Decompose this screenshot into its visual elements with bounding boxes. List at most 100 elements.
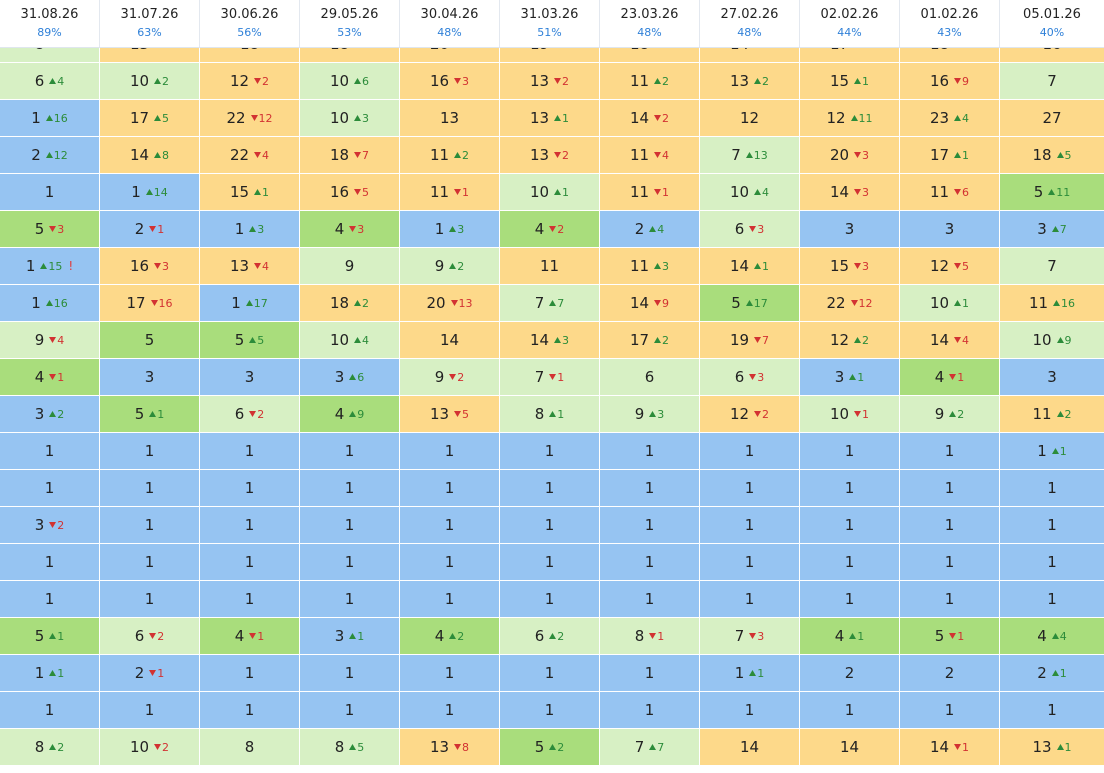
position-cell[interactable]: 3 (200, 359, 300, 396)
position-cell[interactable]: 13 4 (200, 248, 300, 285)
position-cell[interactable]: 18 5 (1000, 137, 1104, 174)
position-cell[interactable]: 16 9 (900, 63, 1000, 100)
position-cell[interactable]: 12 11 (800, 100, 900, 137)
position-cell[interactable]: 1 (500, 507, 600, 544)
position-cell[interactable]: 10 1 (800, 396, 900, 433)
position-cell[interactable]: 10 2 (100, 729, 200, 766)
position-cell[interactable]: 7 (1000, 63, 1104, 100)
position-cell[interactable]: 1 (900, 544, 1000, 581)
position-cell[interactable]: 5 (100, 322, 200, 359)
position-cell[interactable]: 1 (400, 470, 500, 507)
position-cell[interactable]: 1 (200, 433, 300, 470)
column-header[interactable]: 30.06.26 56% (200, 0, 300, 47)
position-cell[interactable]: 1 (700, 433, 800, 470)
position-cell[interactable]: 20 13 (400, 285, 500, 322)
position-cell[interactable]: 1 (800, 433, 900, 470)
position-cell[interactable]: 5 11 (1000, 174, 1104, 211)
position-cell[interactable]: 1 (900, 692, 1000, 729)
position-cell[interactable]: 1 (100, 507, 200, 544)
position-cell[interactable]: 2 (800, 655, 900, 692)
position-cell[interactable]: 1 (600, 655, 700, 692)
position-cell[interactable]: 1 (1000, 544, 1104, 581)
position-cell[interactable]: 12 2 (800, 322, 900, 359)
position-cell[interactable]: 1 (300, 655, 400, 692)
position-cell[interactable]: 16 5 (300, 174, 400, 211)
position-cell[interactable]: 2 (900, 655, 1000, 692)
position-cell[interactable]: 12 (700, 100, 800, 137)
position-cell[interactable]: 6 (600, 359, 700, 396)
position-cell[interactable]: 10 1 (500, 174, 600, 211)
position-cell[interactable]: 1 17 (200, 285, 300, 322)
position-cell[interactable]: 1 (600, 433, 700, 470)
position-cell[interactable]: 1 16 (0, 285, 100, 322)
position-cell[interactable]: 10 6 (300, 63, 400, 100)
position-cell[interactable]: 1 (500, 655, 600, 692)
position-cell[interactable]: 14 3 (500, 322, 600, 359)
position-cell[interactable]: 1 (600, 507, 700, 544)
position-cell[interactable]: 1 (300, 692, 400, 729)
position-cell[interactable]: 13 2 (500, 63, 600, 100)
position-cell[interactable]: 22 4 (200, 137, 300, 174)
position-cell[interactable]: 1 (800, 470, 900, 507)
column-header[interactable]: 31.03.26 51% (500, 0, 600, 47)
position-cell[interactable]: 11 2 (600, 63, 700, 100)
position-cell[interactable]: 1 (200, 507, 300, 544)
position-cell[interactable]: 11 1 (400, 174, 500, 211)
position-cell[interactable]: 1 (700, 507, 800, 544)
position-cell[interactable]: 27 (1000, 100, 1104, 137)
position-cell[interactable]: 11 4 (600, 137, 700, 174)
position-cell[interactable]: 3 (1000, 359, 1104, 396)
position-cell[interactable]: 14 4 (900, 322, 1000, 359)
position-cell[interactable]: 1 (500, 692, 600, 729)
position-cell[interactable]: 1 (900, 433, 1000, 470)
position-cell[interactable]: 9 (300, 248, 400, 285)
position-cell[interactable]: 17 16 (100, 285, 200, 322)
position-cell[interactable]: 1 (600, 470, 700, 507)
position-cell[interactable]: 12 2 (200, 63, 300, 100)
position-cell[interactable]: 1 (700, 581, 800, 618)
position-cell[interactable]: 13 1 (1000, 729, 1104, 766)
position-cell[interactable]: 1 (500, 470, 600, 507)
position-cell[interactable]: 11 3 (600, 248, 700, 285)
position-cell[interactable]: 1 (500, 581, 600, 618)
position-cell[interactable]: 1 (900, 581, 1000, 618)
position-cell[interactable]: 1 (100, 433, 200, 470)
column-header[interactable]: 30.04.26 48% (400, 0, 500, 47)
position-cell[interactable]: 15 1 (800, 63, 900, 100)
position-cell[interactable]: 1 (300, 433, 400, 470)
position-cell[interactable]: 8 (200, 729, 300, 766)
position-cell[interactable]: 14 1 (900, 729, 1000, 766)
position-cell[interactable]: 10 1 (900, 285, 1000, 322)
position-cell[interactable]: 14 8 (100, 137, 200, 174)
position-cell[interactable]: 1 (200, 581, 300, 618)
position-cell[interactable]: 12 2 (700, 396, 800, 433)
position-cell[interactable]: 13 5 (400, 396, 500, 433)
position-cell[interactable]: 1 (200, 655, 300, 692)
